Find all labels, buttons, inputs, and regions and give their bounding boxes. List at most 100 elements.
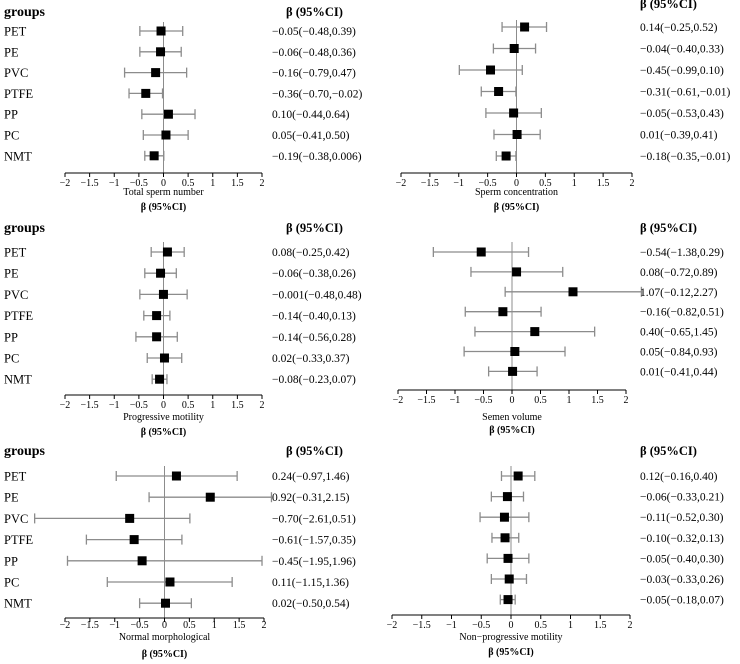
- point-estimate-marker: [502, 492, 512, 502]
- x-tick-label: 1.5: [597, 178, 610, 189]
- ci-value-text: 0.12(−0.16,0.40): [640, 471, 718, 483]
- point-estimate-marker: [498, 307, 508, 317]
- point-estimate-marker: [501, 151, 511, 161]
- beta-axis-label: β (95%CI): [141, 202, 187, 213]
- ci-value-text: −0.05(−0.18,0.07): [640, 595, 724, 607]
- point-estimate-marker: [509, 44, 519, 53]
- ci-value-text: −0.05(−0.40,0.30): [640, 553, 724, 565]
- row-label-pc: PC: [4, 129, 19, 143]
- x-tick-label: −1: [450, 395, 461, 406]
- ci-value-text: −0.70(−2.61,0.51): [272, 513, 356, 525]
- ci-value-text: −0.31(−0.61,−0.01): [640, 87, 731, 99]
- x-tick-label: −2: [393, 395, 404, 406]
- beta-axis-label: β (95%CI): [141, 427, 187, 438]
- ci-value-text: −0.06(−0.48,0.36): [272, 47, 356, 59]
- x-tick-label: −0.5: [130, 400, 148, 411]
- point-estimate-marker: [156, 268, 166, 278]
- beta-axis-label: β (95%CI): [488, 647, 534, 658]
- row-label-pet: PET: [4, 246, 27, 260]
- ci-value-text: −0.001(−0.48,0.48): [272, 289, 362, 301]
- point-estimate-marker: [156, 26, 166, 36]
- ci-value-text: −0.04(−0.40,0.33): [640, 44, 724, 56]
- x-axis-label: Total sperm number: [123, 187, 204, 198]
- point-estimate-marker: [530, 327, 540, 337]
- row-label-pe: PE: [4, 45, 19, 59]
- row-label-ptfe: PTFE: [4, 87, 34, 101]
- x-axis-label: Semen volume: [482, 412, 542, 423]
- row-label-pe: PE: [4, 267, 19, 281]
- x-axis-label: Normal morphological: [119, 632, 211, 643]
- x-tick-label: −0.5: [472, 620, 490, 631]
- x-tick-label: −1.5: [421, 178, 439, 189]
- x-tick-label: 0: [161, 178, 166, 189]
- ci-column-header: β (95%CI): [286, 5, 343, 19]
- ci-value-text: 0.10(−0.44,0.64): [272, 109, 350, 121]
- x-tick-label: 0: [514, 178, 519, 189]
- x-tick-label: 1.5: [594, 620, 607, 631]
- row-label-nmt: NMT: [4, 373, 32, 387]
- groups-header: groups: [4, 5, 46, 20]
- row-label-pet: PET: [4, 25, 27, 39]
- point-estimate-marker: [503, 595, 513, 605]
- point-estimate-marker: [509, 108, 519, 118]
- point-estimate-marker: [508, 366, 518, 376]
- row-label-pp: PP: [4, 108, 18, 122]
- row-label-nmt: NMT: [4, 597, 32, 611]
- ci-value-text: 0.05(−0.41,0.50): [272, 130, 350, 142]
- x-tick-label: 1: [212, 620, 217, 631]
- x-tick-label: −1: [109, 620, 120, 631]
- point-estimate-marker: [476, 247, 486, 257]
- point-estimate-marker: [152, 332, 162, 342]
- x-tick-label: −1.5: [81, 400, 99, 411]
- ci-value-text: −0.36(−0.70,−0.02): [272, 88, 363, 100]
- point-estimate-marker: [141, 88, 151, 98]
- x-tick-label: 1: [572, 178, 577, 189]
- groups-header: groups: [4, 221, 46, 236]
- x-tick-label: 2: [630, 178, 635, 189]
- point-estimate-marker: [155, 374, 165, 384]
- ci-column-header: β (95%CI): [640, 444, 697, 458]
- ci-value-text: 0.01(−0.41,0.44): [640, 366, 718, 378]
- x-tick-label: −0.5: [479, 178, 497, 189]
- x-tick-label: −1.5: [413, 620, 431, 631]
- ci-value-text: 0.02(−0.33,0.37): [272, 353, 350, 365]
- row-label-pvc: PVC: [4, 512, 28, 526]
- x-tick-label: 0: [510, 395, 515, 406]
- ci-column-header: β (95%CI): [286, 444, 343, 458]
- point-estimate-marker: [162, 247, 172, 257]
- x-tick-label: −2: [60, 620, 71, 631]
- ci-value-text: −0.05(−0.48,0.39): [272, 26, 356, 38]
- ci-value-text: 0.05(−0.84,0.93): [640, 347, 718, 359]
- ci-value-text: 0.24(−0.97,1.46): [272, 471, 350, 483]
- ci-value-text: 0.08(−0.25,0.42): [272, 247, 350, 259]
- x-tick-label: −2: [60, 178, 71, 189]
- x-tick-label: 1: [567, 395, 572, 406]
- x-tick-label: −1: [109, 400, 120, 411]
- x-tick-label: 1: [210, 178, 215, 189]
- x-tick-label: 2: [260, 400, 265, 411]
- point-estimate-marker: [161, 130, 171, 140]
- point-estimate-marker: [510, 347, 520, 356]
- point-estimate-marker: [512, 130, 522, 139]
- x-tick-label: 1.5: [591, 395, 604, 406]
- point-estimate-marker: [156, 47, 166, 57]
- row-label-pet: PET: [4, 470, 27, 484]
- row-label-pc: PC: [4, 576, 19, 590]
- row-label-pc: PC: [4, 352, 19, 366]
- x-tick-label: 1.5: [231, 178, 244, 189]
- x-tick-label: −0.5: [130, 178, 148, 189]
- ci-value-text: −0.10(−0.32,0.13): [640, 533, 724, 545]
- point-estimate-marker: [163, 109, 173, 119]
- x-tick-label: 2: [624, 395, 629, 406]
- point-estimate-marker: [137, 556, 147, 566]
- row-label-ptfe: PTFE: [4, 533, 34, 547]
- ci-value-text: −0.08(−0.23,0.07): [272, 374, 356, 386]
- row-label-pe: PE: [4, 491, 19, 505]
- point-estimate-marker: [500, 533, 510, 543]
- row-label-pvc: PVC: [4, 288, 28, 302]
- x-tick-label: −1.5: [417, 395, 435, 406]
- beta-axis-label: β (95%CI): [142, 649, 188, 660]
- x-axis-label: Progressive motility: [123, 412, 204, 423]
- x-tick-label: −2: [387, 620, 398, 631]
